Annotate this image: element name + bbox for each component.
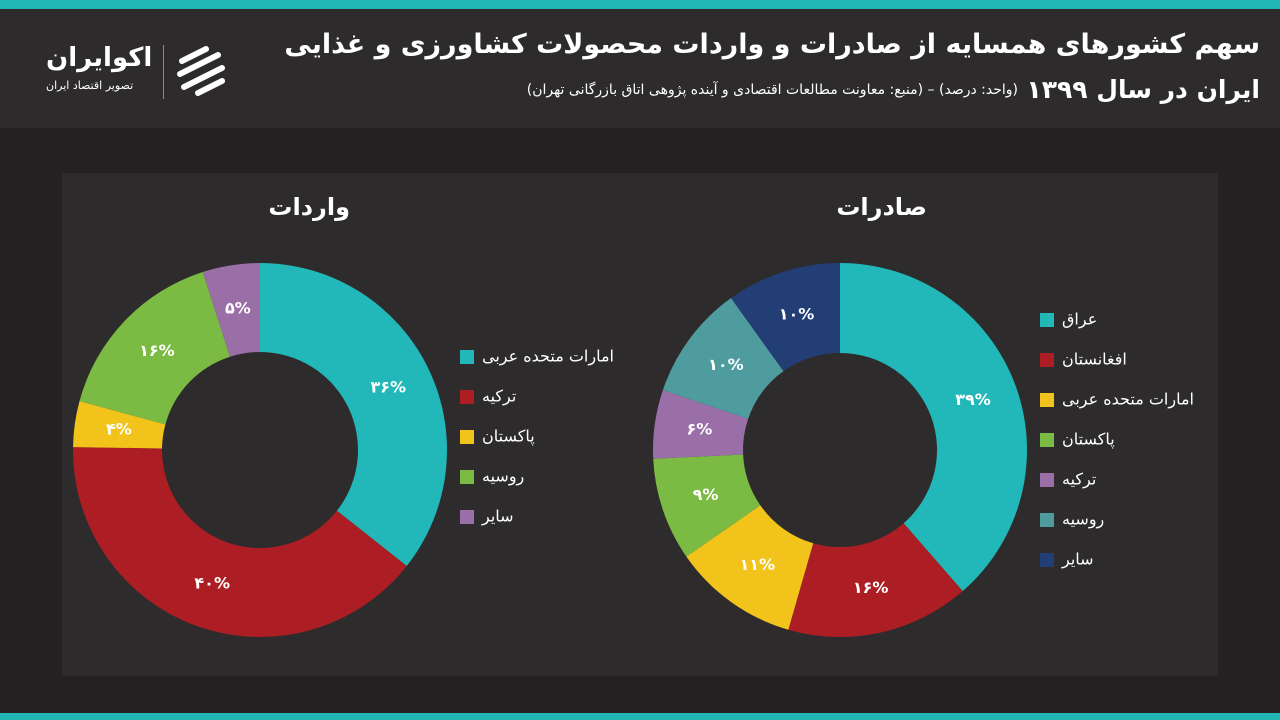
donut-slice xyxy=(840,263,1027,592)
data-label: ۴۰% xyxy=(194,574,230,593)
legend-label: ترکیه xyxy=(1062,470,1096,490)
legend-swatch xyxy=(1040,393,1054,407)
donut-slice xyxy=(260,263,447,566)
legend-label: امارات متحده عربی xyxy=(1062,390,1194,410)
legend-label: روسیه xyxy=(482,467,524,487)
title-line: سهم کشورهای همسایه از صادرات و واردات مح… xyxy=(284,29,1260,60)
data-label: ۴% xyxy=(106,420,132,439)
legend-swatch xyxy=(1040,553,1054,567)
data-label: ۱۶% xyxy=(139,341,175,360)
data-label: ۳۶% xyxy=(370,377,406,396)
chart-title: واردات xyxy=(268,193,350,221)
legend-label: ترکیه xyxy=(482,387,516,407)
logo-icon xyxy=(177,46,225,96)
legend-label: امارات متحده عربی xyxy=(482,347,614,367)
title-line: ایران در سال ۱۳۹۹ xyxy=(1026,75,1260,104)
chart-title: صادرات xyxy=(836,193,927,221)
legend-swatch xyxy=(460,390,474,404)
data-label: ۹% xyxy=(693,485,719,504)
legend-swatch xyxy=(1040,513,1054,527)
donut-slice xyxy=(731,263,840,372)
legend-label: عراق xyxy=(1062,310,1097,330)
data-label: ۱۱% xyxy=(739,555,775,574)
legend-swatch xyxy=(1040,313,1054,327)
data-label: ۱۰% xyxy=(708,355,744,374)
donut-slice xyxy=(72,447,407,637)
data-label: ۳۹% xyxy=(955,390,991,409)
logo-divider xyxy=(163,45,164,99)
data-label: ۱۰% xyxy=(779,304,815,323)
legend-swatch xyxy=(460,350,474,364)
legend-label: روسیه xyxy=(1062,510,1104,530)
logo-tagline: تصویر اقتصاد ایران xyxy=(46,79,134,92)
data-label: ۵% xyxy=(225,299,251,318)
logo-name: اکوایران xyxy=(46,43,153,73)
donut-slice xyxy=(202,263,260,357)
legend-label: سایر xyxy=(1061,550,1094,570)
legend-label: سایر xyxy=(481,507,514,527)
legend-label: افغانستان xyxy=(1062,350,1127,369)
legend-swatch xyxy=(460,430,474,444)
legend-swatch xyxy=(1040,353,1054,367)
donut-slice xyxy=(79,271,231,425)
donut-slice xyxy=(686,505,814,630)
header: سهم کشورهای همسایه از صادرات و واردات مح… xyxy=(0,0,1280,128)
donut-slice xyxy=(653,390,749,459)
subtitle: (واحد: درصد) – (منبع: معاونت مطالعات اقت… xyxy=(526,82,1018,98)
donut-slice xyxy=(788,523,963,637)
data-label: ۶% xyxy=(686,420,712,439)
legend-label: پاکستان xyxy=(482,427,535,447)
legend-label: پاکستان xyxy=(1062,430,1115,450)
donut-slice xyxy=(662,298,784,419)
legend-swatch xyxy=(460,510,474,524)
donut-slice xyxy=(653,454,761,557)
footer-stripe xyxy=(0,713,1280,720)
legend-swatch xyxy=(460,470,474,484)
legend-swatch xyxy=(1040,433,1054,447)
donut-slice xyxy=(73,401,166,449)
legend-swatch xyxy=(1040,473,1054,487)
data-label: ۱۶% xyxy=(853,578,889,597)
